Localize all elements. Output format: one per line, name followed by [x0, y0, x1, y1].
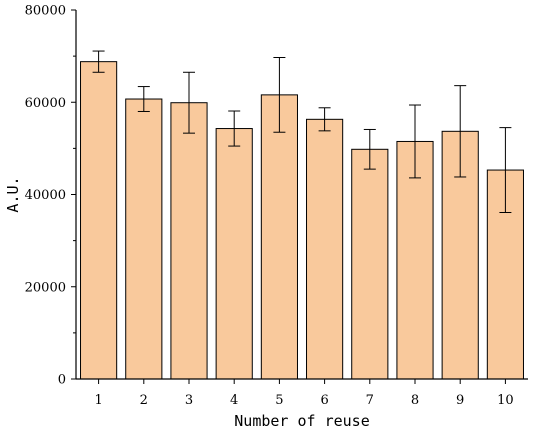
- x-tick-label: 1: [94, 393, 102, 408]
- bar-6: [306, 118, 344, 380]
- error-bar-4: [228, 110, 241, 147]
- error-bar-1: [92, 50, 105, 73]
- x-tick-label: 2: [140, 393, 148, 408]
- bar-7: [351, 148, 389, 380]
- x-tick-label: 3: [185, 393, 193, 408]
- bar-8: [396, 140, 434, 380]
- error-bar-6: [318, 107, 331, 132]
- x-axis-label: Number of reuse: [234, 412, 369, 430]
- x-tick-label: 9: [456, 393, 464, 408]
- bar-1: [80, 61, 118, 380]
- error-bar-8: [409, 104, 421, 179]
- error-bar-9: [454, 85, 467, 178]
- y-tick-label: 40000: [25, 188, 66, 203]
- error-bar-3: [183, 71, 195, 134]
- bar-4: [215, 128, 253, 380]
- bars-layer: [80, 61, 524, 380]
- y-axis-label: A.U.: [4, 176, 22, 212]
- x-tick-label: 5: [275, 393, 283, 408]
- x-tick-label: 4: [230, 393, 238, 408]
- error-bar-7: [363, 128, 376, 170]
- error-bars-layer: [92, 50, 512, 213]
- y-tick-label: 60000: [25, 96, 66, 111]
- bar-5: [260, 94, 298, 380]
- x-tick-label: 6: [320, 393, 328, 408]
- y-ticks-layer: 0 20000 40000 60000 80000: [25, 4, 76, 388]
- x-tick-label: 7: [366, 393, 374, 408]
- y-tick-label: 0: [58, 373, 66, 388]
- bar-3: [170, 102, 208, 380]
- x-ticks-layer: 1 2 3 4 5 6 7 8 9 10: [94, 379, 514, 408]
- error-bar-5: [273, 57, 286, 133]
- error-bar-10: [499, 127, 512, 213]
- y-tick-label: 20000: [25, 280, 66, 295]
- x-tick-label: 10: [497, 393, 514, 408]
- error-bar-2: [137, 86, 150, 112]
- bar-2: [125, 98, 163, 380]
- x-tick-label: 8: [411, 393, 419, 408]
- y-tick-label: 80000: [25, 4, 66, 19]
